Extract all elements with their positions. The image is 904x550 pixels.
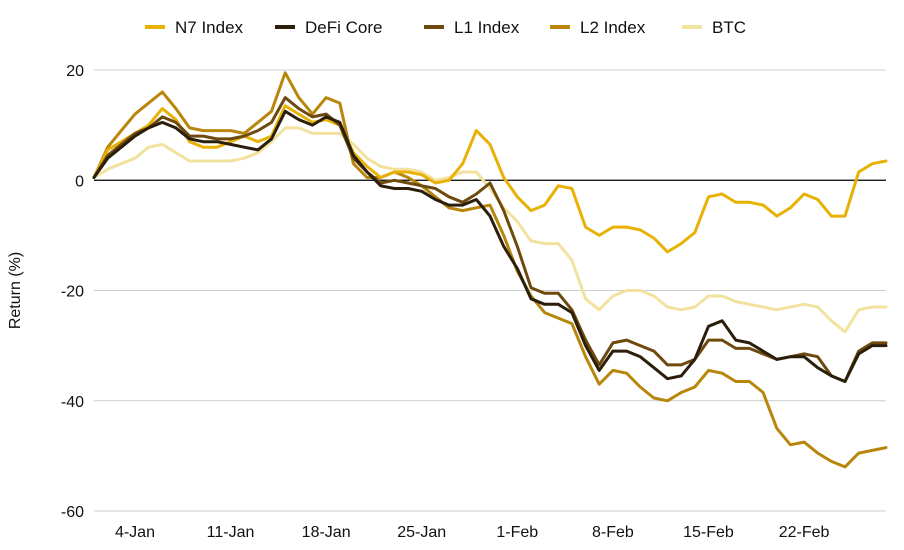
x-tick-label: 11-Jan (207, 524, 255, 541)
x-tick-label: 1-Feb (496, 524, 538, 541)
legend-label: DeFi Core (305, 18, 382, 37)
legend-label: L1 Index (454, 18, 520, 37)
legend-label: L2 Index (580, 18, 646, 37)
x-tick-label: 22-Feb (779, 524, 830, 541)
series-line-defi-core (92, 109, 888, 383)
series-line-l1-index (92, 96, 888, 383)
x-tick-label: 15-Feb (683, 524, 734, 541)
series-line-btc (92, 126, 888, 334)
legend-label: BTC (712, 18, 746, 37)
x-tick-label: 8-Feb (592, 524, 634, 541)
series-lines (92, 71, 888, 469)
y-axis-label: Return (%) (7, 252, 24, 329)
y-axis-ticks: 20 0 -20 -40 -60 (61, 63, 84, 521)
y-tick-label: 0 (75, 173, 84, 190)
x-tick-label: 25-Jan (397, 524, 446, 541)
y-tick-label: -20 (61, 284, 84, 301)
x-tick-label: 18-Jan (302, 524, 351, 541)
x-axis-ticks: 4-Jan 11-Jan 18-Jan 25-Jan 1-Feb 8-Feb 15-Feb 2… (115, 524, 830, 541)
series-line-n7-index (92, 104, 888, 254)
x-tick-label: 4-Jan (115, 524, 155, 541)
legend-label: N7 Index (175, 18, 244, 37)
legend: N7 Index DeFi Core L1 Index L2 Index BTC (145, 18, 746, 37)
series-line-l2-index (92, 71, 888, 469)
y-tick-label: -60 (61, 504, 84, 521)
y-tick-label: 20 (66, 63, 84, 80)
y-tick-label: -40 (61, 394, 84, 411)
gridlines (94, 69, 886, 512)
